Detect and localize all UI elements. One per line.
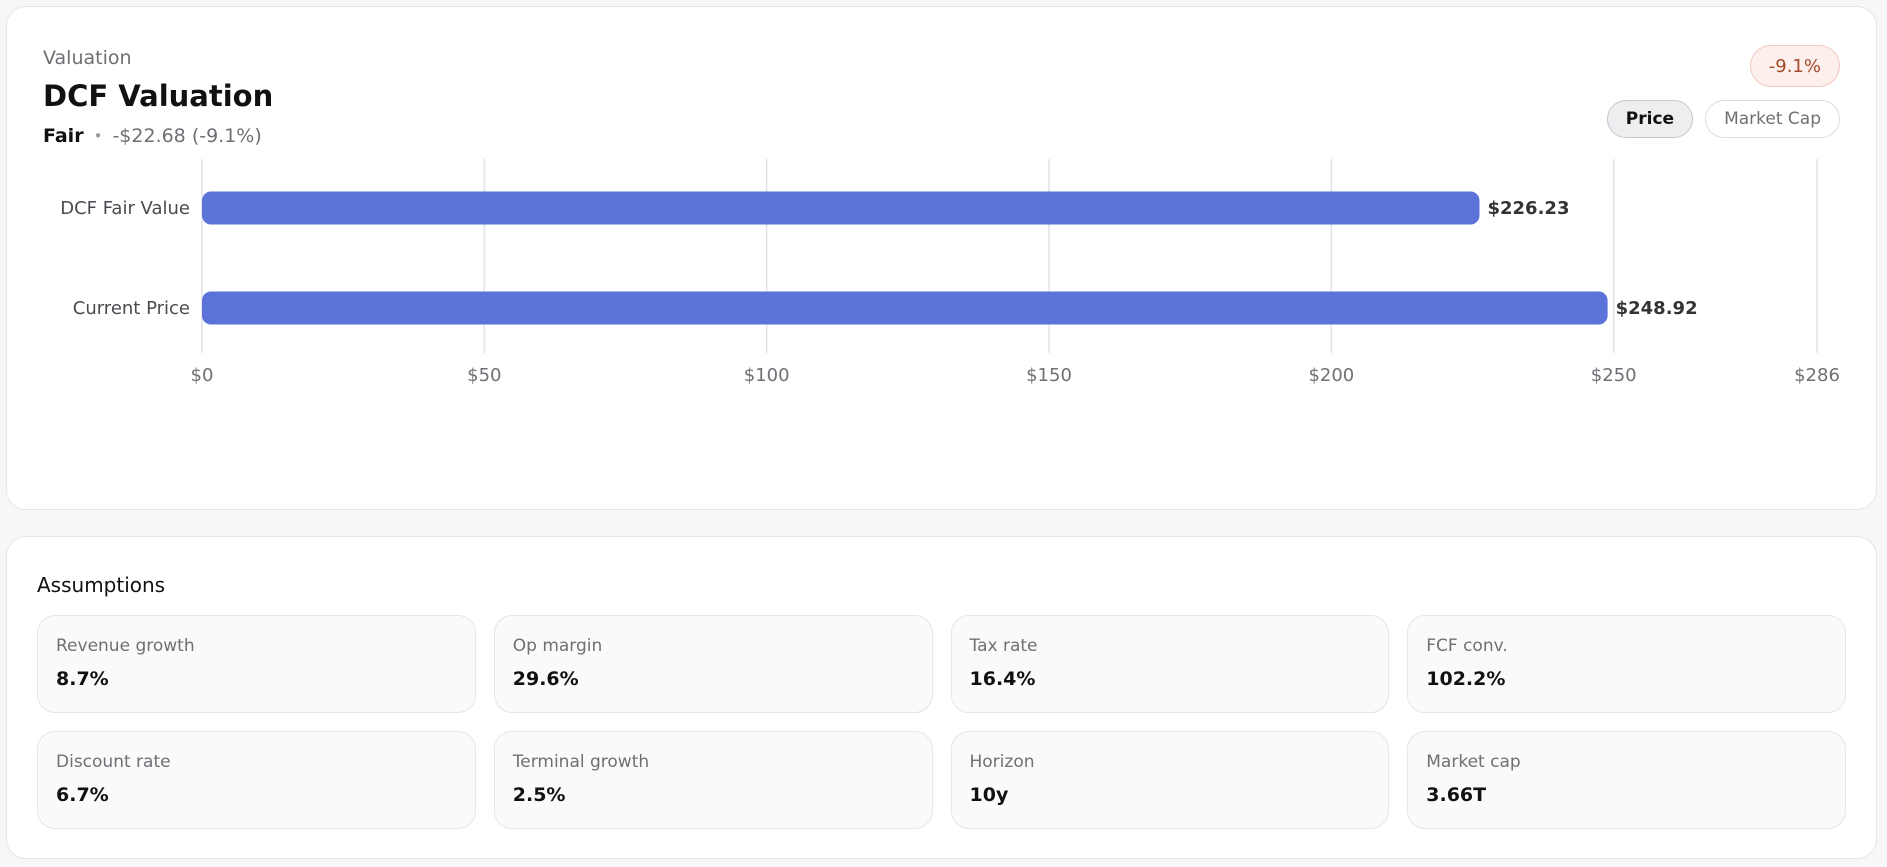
chart-value-labels: $226.23 $248.92 xyxy=(1487,198,1697,319)
bar xyxy=(202,191,1480,225)
metric-label: Horizon xyxy=(969,752,1035,772)
metric-value: 10y xyxy=(969,784,1009,806)
valuation-summary: Fair • -$22.68 (-9.1%) xyxy=(43,125,262,147)
data-label: $248.92 xyxy=(1616,298,1698,319)
valuation-status: Fair xyxy=(43,125,84,147)
x-tick-label: $50 xyxy=(467,365,501,386)
metric-value: 102.2% xyxy=(1426,668,1506,690)
price-toggle-button[interactable]: Price xyxy=(1606,100,1694,138)
section-eyebrow: Valuation xyxy=(43,47,132,69)
metric-discount-rate: Discount rate 6.7% xyxy=(37,731,476,829)
metric-op-margin: Op margin 29.6% xyxy=(493,615,933,713)
x-tick-label: $100 xyxy=(744,365,790,386)
metric-label: FCF conv. xyxy=(1426,636,1508,656)
metric-value: 2.5% xyxy=(512,784,566,806)
chart-category-labels: DCF Fair Value Current Price xyxy=(60,198,190,319)
valuation-card: Valuation DCF Valuation Fair • -$22.68 (… xyxy=(6,6,1877,510)
metric-horizon: Horizon 10y xyxy=(950,731,1390,829)
metric-label: Tax rate xyxy=(969,636,1038,656)
category-label: Current Price xyxy=(73,298,190,319)
metric-value: 3.66T xyxy=(1426,784,1487,806)
metric-label: Op margin xyxy=(512,636,603,656)
bar xyxy=(202,291,1608,325)
metric-value: 16.4% xyxy=(969,668,1036,690)
metric-tax-rate: Tax rate 16.4% xyxy=(950,615,1390,713)
page-title: DCF Valuation xyxy=(43,79,274,113)
x-tick-label: $150 xyxy=(1026,365,1072,386)
metric-label: Market cap xyxy=(1426,752,1521,772)
assumptions-grid: Revenue growth 8.7% Op margin 29.6% Tax … xyxy=(37,615,1846,829)
valuation-delta: -$22.68 (-9.1%) xyxy=(112,125,262,147)
metric-terminal-growth: Terminal growth 2.5% xyxy=(493,731,933,829)
metric-label: Terminal growth xyxy=(512,752,650,772)
delta-badge: -9.1% xyxy=(1749,45,1840,87)
metric-label: Revenue growth xyxy=(56,636,195,656)
chart-bars xyxy=(202,191,1608,325)
x-tick-label: $0 xyxy=(191,365,214,386)
data-label: $226.23 xyxy=(1487,198,1569,219)
metric-value: 6.7% xyxy=(56,784,109,806)
assumptions-card: Assumptions Revenue growth 8.7% Op margi… xyxy=(6,536,1877,859)
x-tick-label: $250 xyxy=(1591,365,1637,386)
market-cap-toggle-button[interactable]: Market Cap xyxy=(1705,100,1840,138)
chart-x-axis: $0 $50 $100 $150 $200 $250 $286 xyxy=(191,365,1840,386)
category-label: DCF Fair Value xyxy=(60,198,190,219)
x-tick-label: $200 xyxy=(1308,365,1354,386)
metric-revenue-growth: Revenue growth 8.7% xyxy=(37,615,476,713)
x-tick-label: $286 xyxy=(1794,365,1840,386)
assumptions-title: Assumptions xyxy=(37,573,166,597)
metric-label: Discount rate xyxy=(56,752,171,772)
metric-value: 29.6% xyxy=(512,668,579,690)
metric-value: 8.7% xyxy=(56,668,109,690)
metric-fcf-conversion: FCF conv. 102.2% xyxy=(1407,615,1846,713)
price-mode-toggle: Price Market Cap xyxy=(1606,100,1840,138)
separator-dot: • xyxy=(93,127,103,145)
valuation-bar-chart: DCF Fair Value Current Price $226.23 $248.… xyxy=(60,159,1840,386)
metric-market-cap: Market cap 3.66T xyxy=(1407,731,1846,829)
